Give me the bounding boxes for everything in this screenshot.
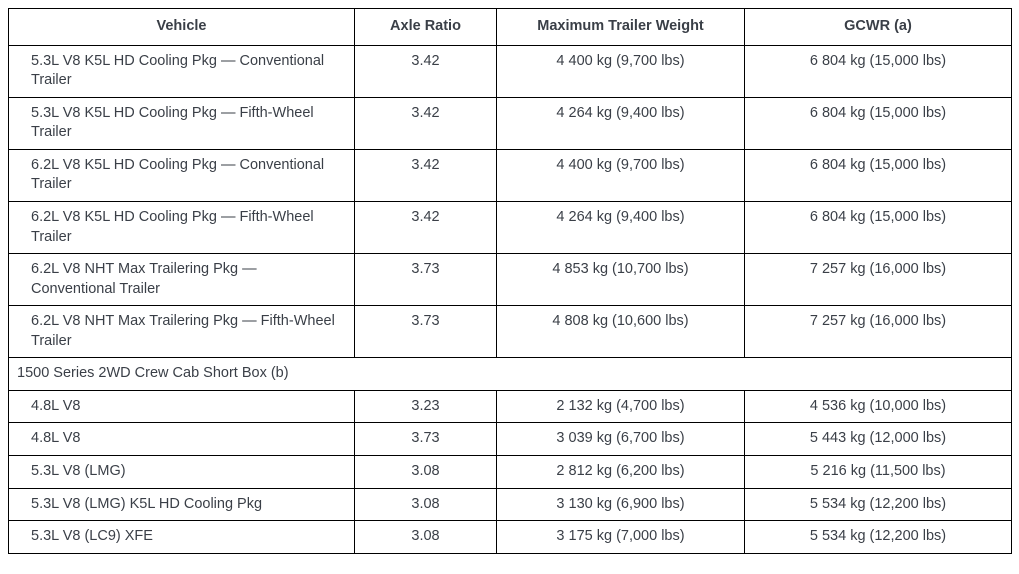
- table-row: 5.3L V8 (LC9) XFE 3.08 3 175 kg (7,000 l…: [9, 521, 1012, 554]
- cell-max-trailer-weight: 3 039 kg (6,700 lbs): [497, 423, 745, 456]
- col-header-gcwr: GCWR (a): [745, 9, 1012, 46]
- table-row: 4.8L V8 3.23 2 132 kg (4,700 lbs) 4 536 …: [9, 390, 1012, 423]
- cell-max-trailer-weight: 4 264 kg (9,400 lbs): [497, 201, 745, 253]
- cell-gcwr: 6 804 kg (15,000 lbs): [745, 97, 1012, 149]
- col-header-vehicle: Vehicle: [9, 9, 355, 46]
- cell-gcwr: 5 216 kg (11,500 lbs): [745, 456, 1012, 489]
- cell-vehicle: 6.2L V8 NHT Max Trailering Pkg — Fifth-W…: [9, 306, 355, 358]
- col-header-max-trailer-weight: Maximum Trailer Weight: [497, 9, 745, 46]
- table-row: 5.3L V8 (LMG) 3.08 2 812 kg (6,200 lbs) …: [9, 456, 1012, 489]
- cell-vehicle: 4.8L V8: [9, 390, 355, 423]
- cell-axle-ratio: 3.42: [355, 201, 497, 253]
- cell-axle-ratio: 3.73: [355, 306, 497, 358]
- cell-vehicle: 6.2L V8 K5L HD Cooling Pkg — Conventiona…: [9, 149, 355, 201]
- cell-axle-ratio: 3.42: [355, 45, 497, 97]
- cell-vehicle: 6.2L V8 NHT Max Trailering Pkg — Convent…: [9, 254, 355, 306]
- section-header-label: 1500 Series 2WD Crew Cab Short Box (b): [9, 358, 1012, 391]
- cell-gcwr: 6 804 kg (15,000 lbs): [745, 149, 1012, 201]
- cell-max-trailer-weight: 4 853 kg (10,700 lbs): [497, 254, 745, 306]
- cell-max-trailer-weight: 2 132 kg (4,700 lbs): [497, 390, 745, 423]
- table-section-row: 1500 Series 2WD Crew Cab Short Box (b): [9, 358, 1012, 391]
- table-row: 5.3L V8 K5L HD Cooling Pkg — Conventiona…: [9, 45, 1012, 97]
- cell-vehicle: 5.3L V8 (LMG): [9, 456, 355, 489]
- cell-vehicle: 5.3L V8 K5L HD Cooling Pkg — Fifth-Wheel…: [9, 97, 355, 149]
- cell-max-trailer-weight: 4 400 kg (9,700 lbs): [497, 45, 745, 97]
- cell-axle-ratio: 3.23: [355, 390, 497, 423]
- cell-gcwr: 5 534 kg (12,200 lbs): [745, 521, 1012, 554]
- cell-gcwr: 6 804 kg (15,000 lbs): [745, 45, 1012, 97]
- cell-gcwr: 7 257 kg (16,000 lbs): [745, 254, 1012, 306]
- cell-axle-ratio: 3.08: [355, 488, 497, 521]
- table-row: 6.2L V8 K5L HD Cooling Pkg — Conventiona…: [9, 149, 1012, 201]
- cell-max-trailer-weight: 4 264 kg (9,400 lbs): [497, 97, 745, 149]
- cell-max-trailer-weight: 3 130 kg (6,900 lbs): [497, 488, 745, 521]
- cell-gcwr: 5 534 kg (12,200 lbs): [745, 488, 1012, 521]
- cell-gcwr: 7 257 kg (16,000 lbs): [745, 306, 1012, 358]
- cell-axle-ratio: 3.42: [355, 97, 497, 149]
- table-row: 6.2L V8 NHT Max Trailering Pkg — Fifth-W…: [9, 306, 1012, 358]
- cell-axle-ratio: 3.42: [355, 149, 497, 201]
- table-row: 6.2L V8 K5L HD Cooling Pkg — Fifth-Wheel…: [9, 201, 1012, 253]
- cell-gcwr: 6 804 kg (15,000 lbs): [745, 201, 1012, 253]
- col-header-axle-ratio: Axle Ratio: [355, 9, 497, 46]
- cell-axle-ratio: 3.08: [355, 521, 497, 554]
- table-row: 5.3L V8 K5L HD Cooling Pkg — Fifth-Wheel…: [9, 97, 1012, 149]
- cell-max-trailer-weight: 4 808 kg (10,600 lbs): [497, 306, 745, 358]
- cell-max-trailer-weight: 2 812 kg (6,200 lbs): [497, 456, 745, 489]
- cell-gcwr: 4 536 kg (10,000 lbs): [745, 390, 1012, 423]
- table-header-row: Vehicle Axle Ratio Maximum Trailer Weigh…: [9, 9, 1012, 46]
- cell-axle-ratio: 3.08: [355, 456, 497, 489]
- table-row: 5.3L V8 (LMG) K5L HD Cooling Pkg 3.08 3 …: [9, 488, 1012, 521]
- cell-vehicle: 5.3L V8 K5L HD Cooling Pkg — Conventiona…: [9, 45, 355, 97]
- cell-max-trailer-weight: 4 400 kg (9,700 lbs): [497, 149, 745, 201]
- cell-gcwr: 5 443 kg (12,000 lbs): [745, 423, 1012, 456]
- cell-max-trailer-weight: 3 175 kg (7,000 lbs): [497, 521, 745, 554]
- cell-vehicle: 5.3L V8 (LC9) XFE: [9, 521, 355, 554]
- cell-axle-ratio: 3.73: [355, 254, 497, 306]
- cell-axle-ratio: 3.73: [355, 423, 497, 456]
- cell-vehicle: 6.2L V8 K5L HD Cooling Pkg — Fifth-Wheel…: [9, 201, 355, 253]
- table-row: 6.2L V8 NHT Max Trailering Pkg — Convent…: [9, 254, 1012, 306]
- towing-spec-table: Vehicle Axle Ratio Maximum Trailer Weigh…: [8, 8, 1012, 554]
- cell-vehicle: 5.3L V8 (LMG) K5L HD Cooling Pkg: [9, 488, 355, 521]
- table-row: 4.8L V8 3.73 3 039 kg (6,700 lbs) 5 443 …: [9, 423, 1012, 456]
- cell-vehicle: 4.8L V8: [9, 423, 355, 456]
